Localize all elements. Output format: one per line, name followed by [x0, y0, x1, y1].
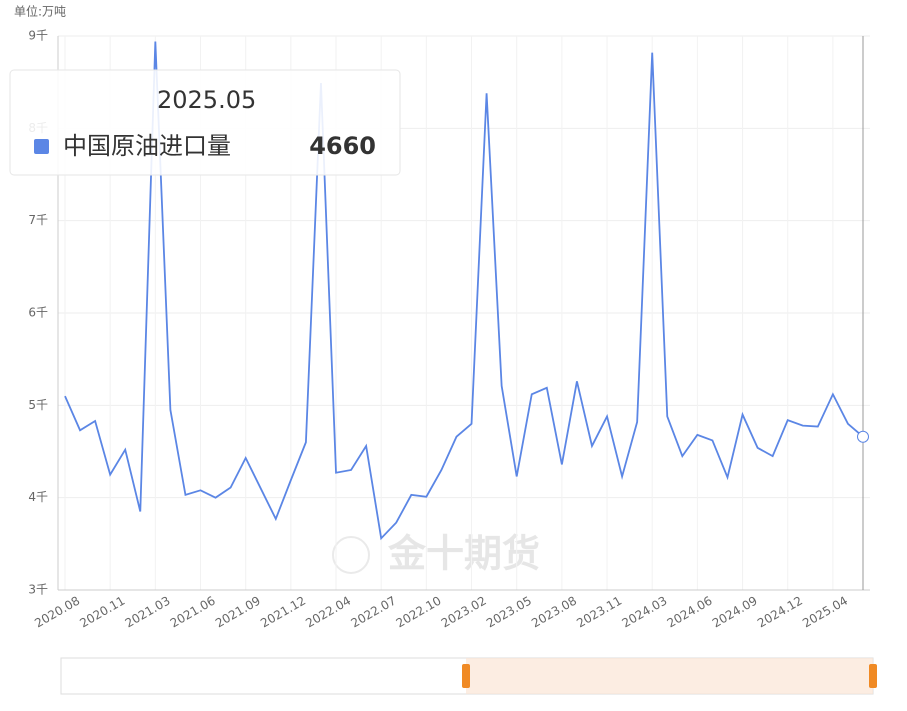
x-tick-label: 2024.12 — [755, 594, 805, 631]
data-zoom[interactable] — [60, 657, 877, 695]
x-tick-label: 2022.04 — [303, 594, 353, 631]
tooltip: 2025.05 中国原油进口量 4660 — [9, 69, 401, 176]
y-tick-label: 9千 — [28, 29, 48, 43]
x-tick-label: 2021.12 — [258, 594, 308, 631]
unit-label: 单位:万吨 — [14, 4, 66, 19]
x-tick-label: 2025.04 — [800, 594, 850, 631]
y-tick-label: 5千 — [28, 398, 48, 412]
tooltip-box — [9, 69, 401, 176]
x-tick-label: 2023.02 — [439, 594, 489, 631]
watermark-text: 金十期货 — [387, 532, 540, 576]
x-tick-label: 2024.09 — [710, 594, 760, 631]
legend-label: 中国原油进口量 — [63, 132, 231, 160]
hover-point — [857, 430, 869, 443]
x-tick-label: 2022.07 — [348, 594, 398, 631]
x-tick-label: 2021.09 — [213, 594, 263, 631]
zoom-window[interactable] — [466, 658, 873, 694]
x-tick-label: 2023.11 — [574, 594, 624, 631]
x-tick-label: 2021.06 — [168, 594, 218, 631]
x-tick-label: 2023.08 — [529, 594, 579, 631]
y-tick-label: 3千 — [28, 583, 48, 597]
watermark: 金十期货 — [332, 532, 540, 576]
x-tick-label: 2024.06 — [665, 594, 715, 631]
x-tick-label: 2024.03 — [619, 594, 669, 631]
zoom-handle[interactable] — [869, 664, 877, 688]
tooltip-date: 2025.05 — [157, 86, 256, 114]
data-line — [64, 41, 864, 541]
legend-marker — [34, 139, 49, 154]
tooltip-value: 4660 — [309, 132, 376, 160]
watermark-icon — [332, 536, 370, 574]
x-tick-label: 2020.11 — [77, 594, 127, 631]
x-tick-label: 2023.05 — [484, 594, 534, 631]
zoom-handle[interactable] — [462, 664, 470, 688]
x-tick-label: 2022.10 — [394, 594, 444, 631]
y-tick-label: 6千 — [28, 306, 48, 320]
x-tick-label: 2021.03 — [123, 594, 173, 631]
y-tick-label: 4千 — [28, 490, 48, 504]
y-tick-label: 7千 — [28, 213, 48, 227]
x-tick-label: 2020.08 — [32, 594, 82, 631]
